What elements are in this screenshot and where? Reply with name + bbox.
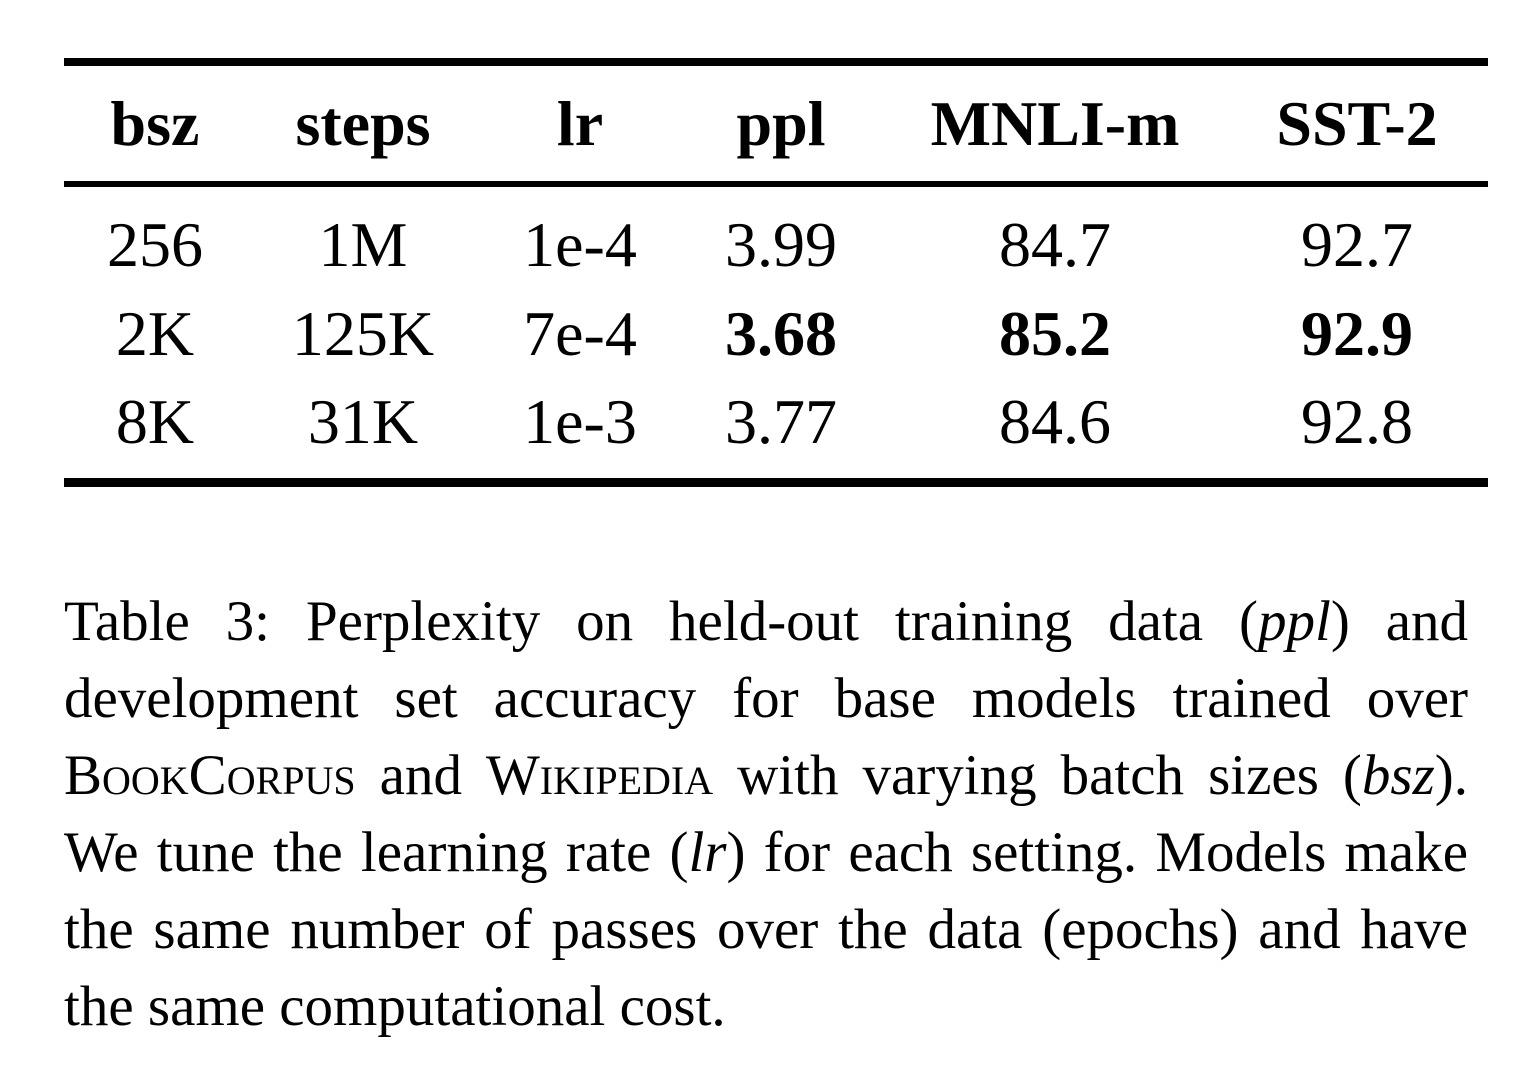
caption-wikipedia: Wikipedia xyxy=(486,744,714,807)
cell-mnli-m-best: 85.2 xyxy=(999,298,1111,369)
cell-bsz: 2K xyxy=(115,298,195,369)
caption-text: and xyxy=(355,744,486,807)
caption-text: Table 3: Perplexity on held-out training… xyxy=(64,590,1258,653)
caption-ppl-term: ppl xyxy=(1257,590,1331,653)
cell-ppl-best: 3.68 xyxy=(725,298,837,369)
table-top-rule xyxy=(64,58,1488,66)
caption-lr-term: lr xyxy=(688,821,727,884)
cell-ppl: 3.77 xyxy=(725,386,837,457)
cell-lr: 1e-3 xyxy=(523,386,637,457)
cell-sst-2-best: 92.9 xyxy=(1301,298,1413,369)
cell-ppl: 3.99 xyxy=(725,209,837,280)
header-mnli-m: MNLI-m xyxy=(930,88,1180,159)
cell-bsz: 256 xyxy=(107,209,203,280)
header-lr: lr xyxy=(556,88,604,159)
cell-steps: 125K xyxy=(291,298,435,369)
caption-bookcorpus: BookCorpus xyxy=(64,744,356,807)
header-bsz: bsz xyxy=(110,88,200,159)
cell-mnli-m: 84.7 xyxy=(999,209,1111,280)
cell-sst-2: 92.7 xyxy=(1301,209,1413,280)
cell-lr: 1e-4 xyxy=(523,209,637,280)
table-bottom-rule xyxy=(64,478,1488,487)
header-steps: steps xyxy=(295,88,431,159)
cell-bsz: 8K xyxy=(115,386,195,457)
caption-bsz-term: bsz xyxy=(1361,744,1435,807)
caption-text: with varying batch sizes ( xyxy=(713,744,1362,807)
table-mid-rule xyxy=(64,181,1488,187)
cell-steps: 1M xyxy=(318,209,408,280)
cell-sst-2: 92.8 xyxy=(1301,386,1413,457)
header-ppl: ppl xyxy=(736,88,826,159)
caption-text: ) for each set­ting. Models make the sam… xyxy=(64,821,1468,1038)
caption-text: ) and development set accuracy for base … xyxy=(64,590,1469,730)
cell-mnli-m: 84.6 xyxy=(999,386,1111,457)
table-caption: Table 3: Perplexity on held-out training… xyxy=(64,583,1468,1045)
caption-text: ). We tune the learning rate ( xyxy=(64,744,1468,884)
cell-lr: 7e-4 xyxy=(523,298,637,369)
cell-steps: 31K xyxy=(307,386,419,457)
header-sst-2: SST-2 xyxy=(1276,88,1438,159)
